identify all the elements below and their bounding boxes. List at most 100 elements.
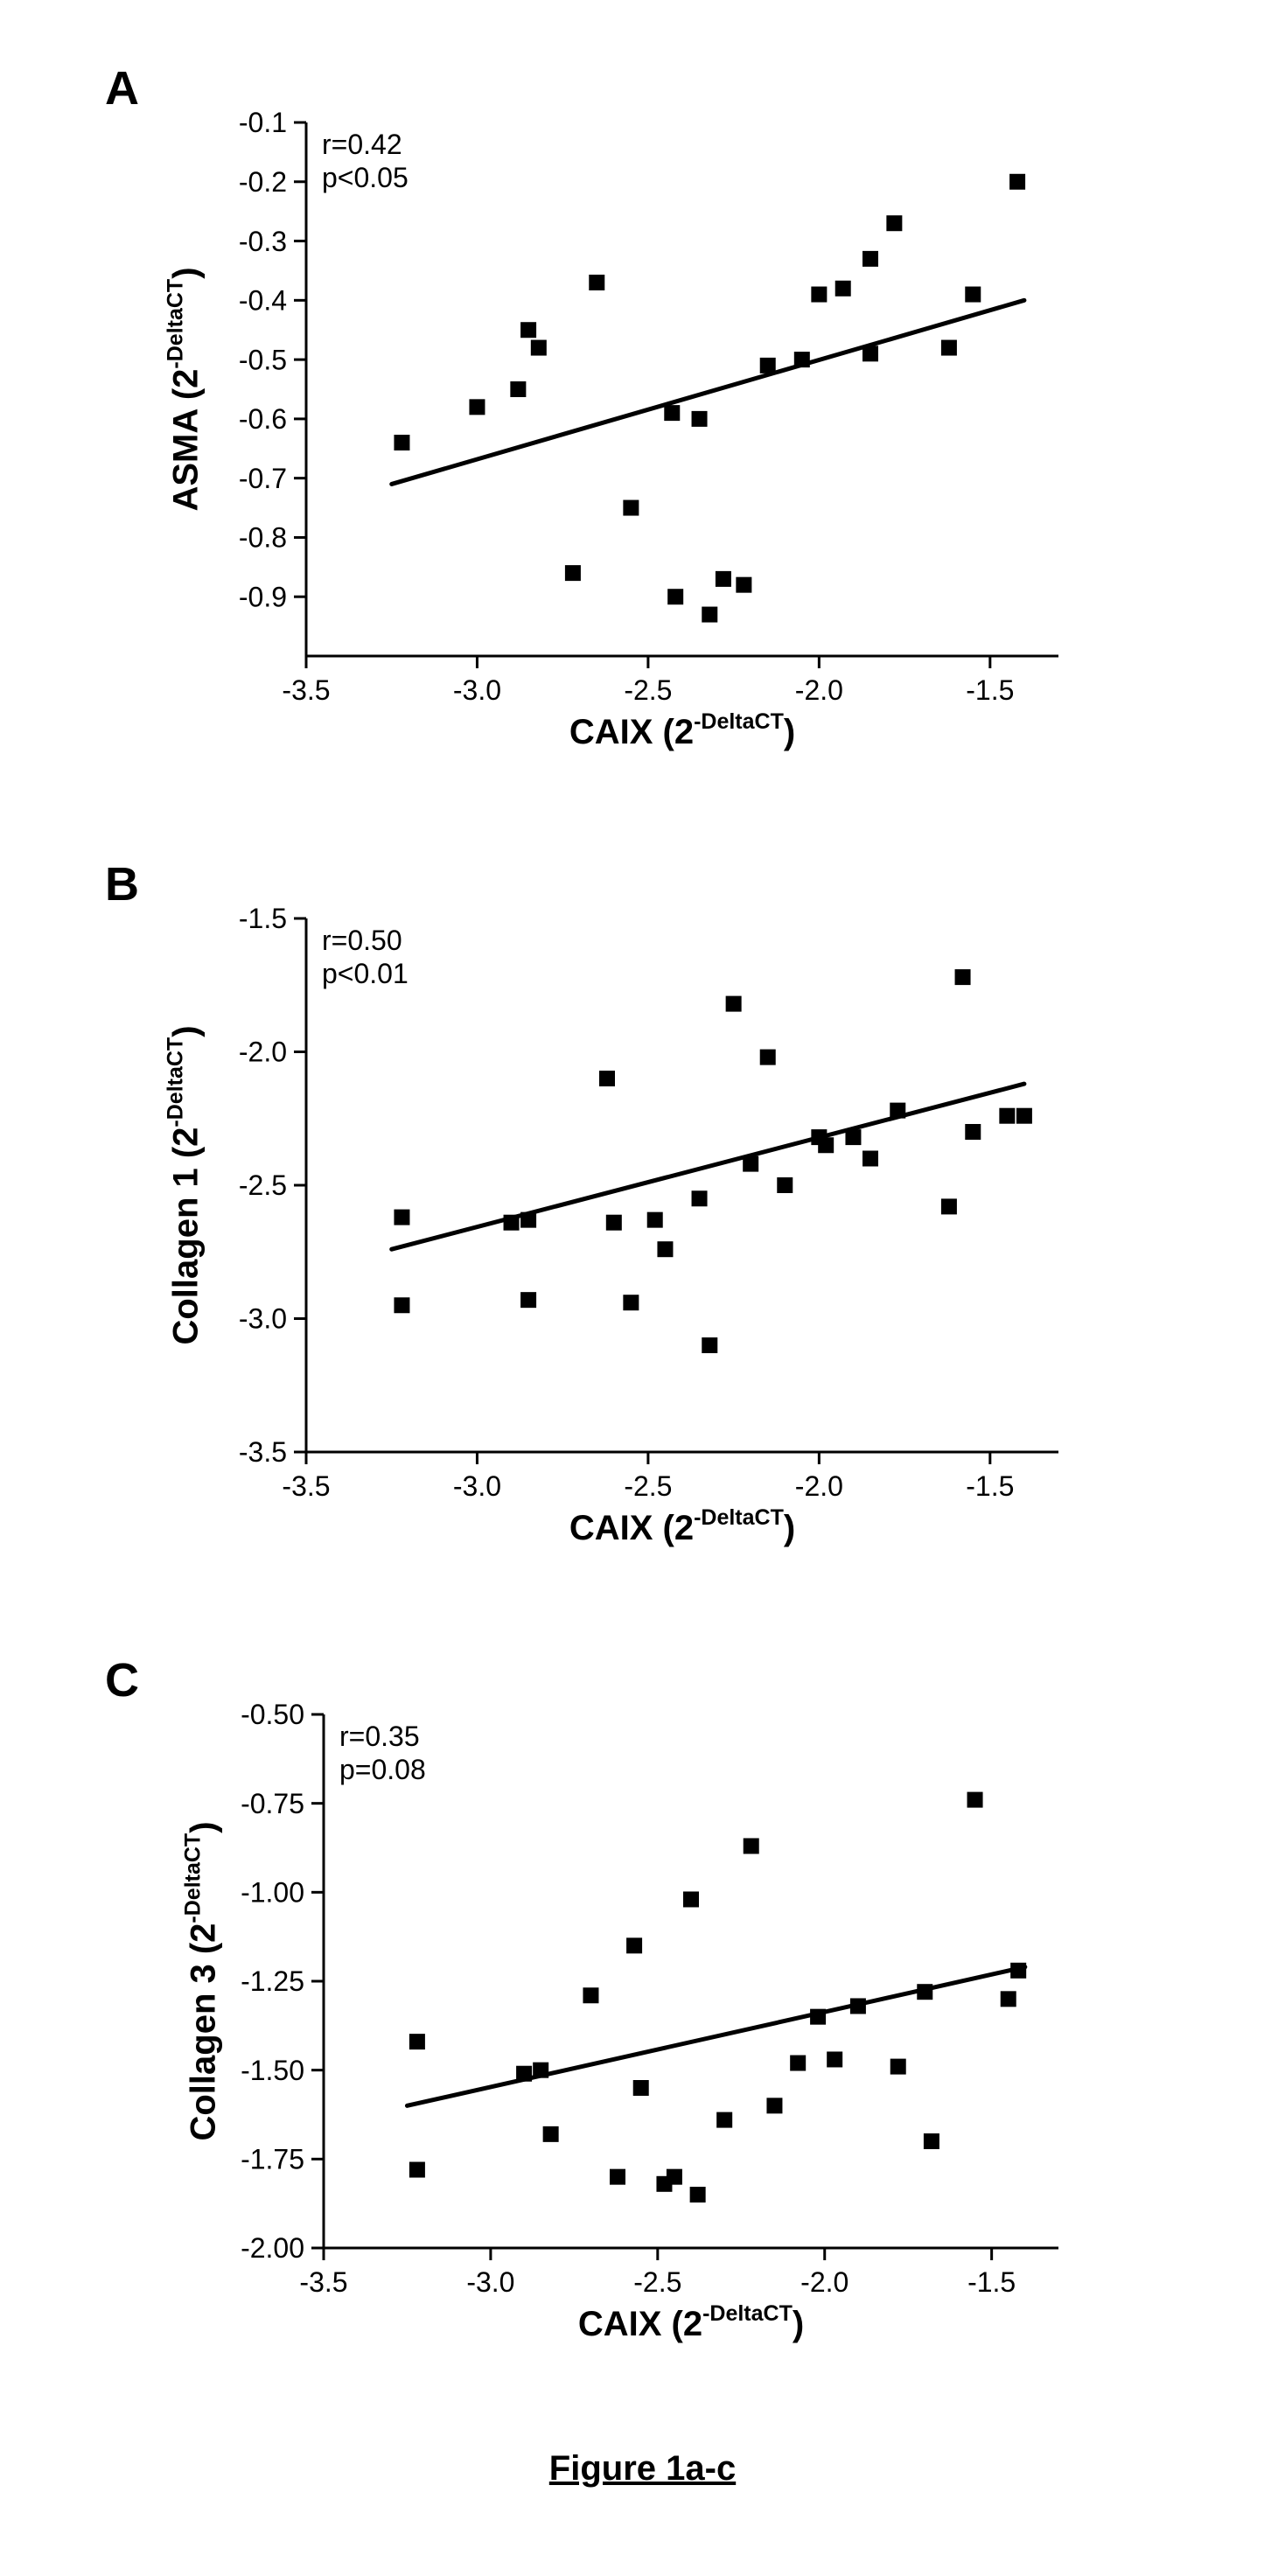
- stats-p: p<0.05: [322, 162, 409, 193]
- x-tick-label: -2.5: [633, 2266, 681, 2298]
- y-tick-label: -3.0: [239, 1303, 287, 1335]
- x-tick-label: -3.5: [282, 1470, 330, 1502]
- data-point: [409, 2162, 425, 2178]
- trend-line: [392, 1084, 1024, 1249]
- data-point: [777, 1177, 793, 1193]
- trend-line: [392, 300, 1024, 484]
- x-tick-label: -3.0: [466, 2266, 514, 2298]
- data-point: [924, 2133, 939, 2149]
- y-axis-label-group: ASMA (2-DeltaCT): [164, 267, 206, 511]
- data-point: [827, 2051, 842, 2067]
- data-point: [510, 381, 526, 397]
- data-point: [469, 399, 485, 415]
- data-point: [1010, 1963, 1026, 1979]
- y-tick-label: -2.00: [241, 2232, 304, 2264]
- data-point: [1016, 1108, 1032, 1124]
- y-tick-label: -0.6: [239, 403, 287, 435]
- stats-p: p<0.01: [322, 958, 409, 989]
- data-point: [760, 358, 776, 373]
- data-point: [818, 1137, 834, 1153]
- data-point: [716, 571, 731, 587]
- data-point: [599, 1071, 615, 1086]
- data-point: [850, 1998, 866, 2014]
- data-point: [633, 2080, 649, 2096]
- scatter-panel-c: -3.5-3.0-2.5-2.0-1.5-2.00-1.75-1.50-1.25…: [114, 1679, 1163, 2440]
- y-tick-label: -1.75: [241, 2144, 304, 2175]
- data-point: [790, 2056, 806, 2071]
- data-point: [811, 287, 827, 303]
- y-tick-label: -1.5: [239, 903, 287, 934]
- data-point: [743, 1156, 758, 1172]
- data-point: [835, 281, 851, 297]
- data-point: [667, 2169, 682, 2185]
- data-point: [520, 322, 536, 338]
- x-axis-label: CAIX (2-DeltaCT): [569, 1505, 795, 1547]
- data-point: [967, 1792, 983, 1808]
- y-tick-label: -3.5: [239, 1436, 287, 1468]
- data-point: [623, 1295, 639, 1310]
- x-axis-label: CAIX (2-DeltaCT): [578, 2301, 804, 2343]
- data-point: [690, 2187, 706, 2203]
- y-axis-label-group: Collagen 3 (2-DeltaCT): [181, 1821, 223, 2140]
- data-point: [683, 1891, 699, 1907]
- data-point: [504, 1215, 520, 1231]
- data-point: [744, 1838, 759, 1853]
- data-point: [890, 2059, 906, 2075]
- data-point: [647, 1212, 663, 1228]
- data-point: [394, 1210, 409, 1225]
- data-point: [589, 275, 604, 290]
- y-axis-label: Collagen 3 (2-DeltaCT): [181, 1821, 223, 2140]
- y-tick-label: -2.0: [239, 1037, 287, 1068]
- data-point: [810, 2009, 826, 2025]
- data-point: [766, 2098, 782, 2113]
- data-point: [610, 2169, 625, 2185]
- x-tick-label: -1.5: [966, 674, 1014, 706]
- y-tick-label: -0.9: [239, 581, 287, 612]
- data-point: [626, 1937, 642, 1953]
- data-point: [726, 996, 742, 1012]
- y-tick-label: -0.4: [239, 285, 287, 317]
- y-tick-label: -0.5: [239, 344, 287, 375]
- y-axis-label-group: Collagen 1 (2-DeltaCT): [164, 1025, 206, 1344]
- data-point: [394, 435, 409, 450]
- y-tick-label: -0.50: [241, 1699, 304, 1730]
- data-point: [533, 2063, 548, 2078]
- data-point: [862, 251, 878, 267]
- y-tick-label: -0.75: [241, 1788, 304, 1819]
- stats-r: r=0.42: [322, 129, 402, 160]
- data-point: [1009, 174, 1025, 190]
- data-point: [583, 1987, 598, 2003]
- data-point: [531, 340, 547, 356]
- data-point: [394, 1297, 409, 1313]
- data-point: [845, 1129, 861, 1145]
- y-tick-label: -0.1: [239, 107, 287, 138]
- y-tick-label: -2.5: [239, 1169, 287, 1201]
- data-point: [692, 1190, 708, 1206]
- x-tick-label: -2.5: [624, 1470, 672, 1502]
- y-axis-label: Collagen 1 (2-DeltaCT): [164, 1025, 206, 1344]
- x-tick-label: -2.0: [800, 2266, 849, 2298]
- figure-caption: Figure 1a-c: [0, 2449, 1285, 2489]
- x-tick-label: -3.0: [453, 674, 501, 706]
- data-point: [890, 1103, 905, 1119]
- y-tick-label: -0.8: [239, 522, 287, 554]
- data-point: [794, 352, 810, 367]
- data-point: [1001, 1991, 1016, 2007]
- figure-page: A -3.5-3.0-2.5-2.0-1.5-0.9-0.8-0.7-0.6-0…: [0, 0, 1285, 2576]
- x-tick-label: -3.5: [282, 674, 330, 706]
- x-tick-label: -2.0: [795, 674, 843, 706]
- y-tick-label: -1.00: [241, 1877, 304, 1909]
- data-point: [917, 1984, 932, 2000]
- x-tick-label: -2.0: [795, 1470, 843, 1502]
- data-point: [886, 215, 902, 231]
- stats-r: r=0.50: [322, 925, 402, 956]
- data-point: [955, 969, 971, 985]
- y-tick-label: -0.7: [239, 463, 287, 494]
- scatter-panel-a: -3.5-3.0-2.5-2.0-1.5-0.9-0.8-0.7-0.6-0.5…: [114, 87, 1163, 848]
- y-tick-label: -0.2: [239, 166, 287, 198]
- data-point: [565, 565, 581, 581]
- data-point: [657, 1241, 673, 1257]
- data-point: [736, 577, 751, 593]
- stats-p: p=0.08: [339, 1754, 426, 1785]
- data-point: [702, 1337, 717, 1353]
